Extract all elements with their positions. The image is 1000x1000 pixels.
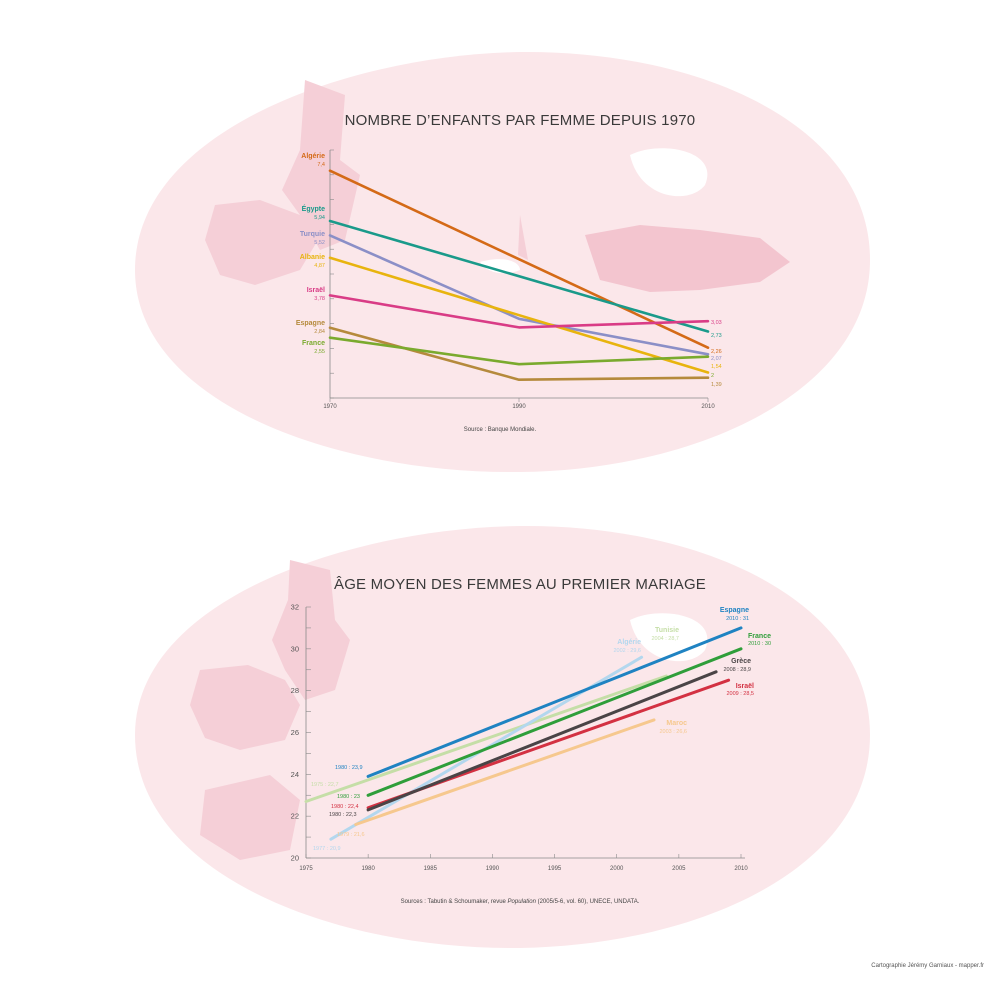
end-value-espagne: 1,39 — [711, 382, 722, 388]
start-value-egypte: 5,94 — [314, 215, 325, 221]
credit-line: Cartographie Jérémy Garniaux - mapper.fr — [871, 963, 984, 969]
y-tick-label: 26 — [291, 728, 299, 737]
start-value-tunisie: 1975 : 22,7 — [311, 782, 339, 788]
y-tick-label: 24 — [291, 770, 299, 779]
series-label-algerie: Algérie — [617, 639, 641, 646]
end-value-tunisie: 2004 : 28,7 — [651, 636, 679, 642]
source-journal: Population — [508, 899, 537, 905]
series-label-grece: Grèce — [731, 658, 751, 665]
fertility-chart: NOMBRE D’ENFANTS PAR FEMME DEPUIS 1970 19… — [296, 112, 722, 433]
series-line-maroc — [354, 718, 656, 826]
start-value-algerie: 1977 : 20,9 — [313, 846, 341, 852]
start-value-france: 1980 : 23 — [337, 794, 360, 800]
x-tick-label: 2005 — [672, 866, 686, 872]
series-line-israel — [328, 294, 710, 329]
start-value-france: 2,55 — [314, 349, 325, 355]
series-line-france — [366, 647, 743, 797]
series-label-tunisie: Tunisie — [655, 627, 679, 634]
chart-title: NOMBRE D’ENFANTS PAR FEMME DEPUIS 1970 — [345, 112, 696, 129]
source-note: Sources : Tabutin & Schoumaker, revue Po… — [401, 899, 640, 905]
series-label-turquie: Turquie — [300, 231, 325, 238]
end-value-algerie: 2,26 — [711, 349, 722, 355]
x-tick-label: 1980 — [361, 866, 375, 872]
x-tick-label: 1985 — [424, 866, 438, 872]
x-tick-label: 2000 — [610, 866, 624, 872]
end-value-espagne: 2010 : 31 — [726, 616, 749, 622]
series-line-turquie — [328, 234, 710, 356]
y-tick-label: 30 — [291, 644, 299, 653]
end-value-maroc: 2003 : 26,6 — [659, 729, 687, 735]
series-label-albanie: Albanie — [300, 254, 325, 261]
start-value-maroc: 1979 : 21,6 — [337, 832, 365, 838]
end-value-france: 2010 : 30 — [748, 641, 771, 647]
series-line-espagne — [366, 626, 743, 778]
start-value-grece: 1980 : 22,3 — [329, 812, 357, 818]
source-note: Source : Banque Mondiale. — [464, 427, 537, 433]
end-value-turquie: 2,07 — [711, 356, 722, 362]
series-label-espagne: Espagne — [296, 320, 325, 327]
end-value-israel: 2009 : 28,5 — [726, 691, 754, 697]
x-tick-label: 1970 — [323, 404, 337, 410]
x-tick-label: 1975 — [299, 866, 313, 872]
series-line-france — [328, 336, 710, 366]
start-value-algerie: 7,4 — [317, 162, 325, 168]
start-value-espagne: 1980 : 23,9 — [335, 765, 363, 771]
series-label-israel: Israël — [736, 683, 754, 690]
start-value-israel: 1980 : 22,4 — [331, 804, 359, 810]
marriage-age-chart: ÂGE MOYEN DES FEMMES AU PREMIER MARIAGE 2… — [291, 576, 771, 905]
y-tick-label: 22 — [291, 812, 299, 821]
series-line-albanie — [328, 256, 710, 374]
end-value-albanie: 1,54 — [711, 364, 722, 370]
series-label-espagne: Espagne — [720, 607, 749, 614]
series-label-egypte: Égypte — [302, 204, 325, 213]
end-value-algerie: 2002 : 29,6 — [613, 648, 641, 654]
y-tick-label: 32 — [291, 603, 299, 612]
start-value-turquie: 5,52 — [314, 240, 325, 246]
start-value-espagne: 2,84 — [314, 329, 325, 335]
x-tick-label: 1990 — [486, 866, 500, 872]
x-tick-label: 2010 — [701, 404, 715, 410]
series-label-israel: Israël — [307, 287, 325, 294]
chart-title: ÂGE MOYEN DES FEMMES AU PREMIER MARIAGE — [334, 576, 706, 593]
x-tick-label: 1995 — [548, 866, 562, 872]
series-label-france: France — [302, 340, 325, 347]
y-tick-label: 20 — [291, 854, 299, 863]
source-text-end: (2005/5-6, vol. 60), UNECE, UNDATA. — [536, 899, 640, 905]
x-tick-label: 1990 — [512, 404, 526, 410]
end-value-israel: 3,03 — [711, 320, 722, 326]
x-tick-label: 2010 — [734, 866, 748, 872]
source-text: Sources : Tabutin & Schoumaker, revue — [401, 899, 508, 905]
end-value-france: 2 — [711, 373, 714, 379]
series-line-espagne — [328, 326, 710, 381]
start-value-israel: 3,78 — [314, 296, 325, 302]
series-label-maroc: Maroc — [666, 720, 687, 727]
series-line-grece — [366, 670, 718, 812]
series-line-egypte — [328, 219, 710, 333]
start-value-albanie: 4,87 — [314, 263, 325, 269]
end-value-grece: 2008 : 28,9 — [723, 667, 751, 673]
end-value-egypte: 2,73 — [711, 333, 722, 339]
series-label-france: France — [748, 633, 771, 640]
series-line-tunisie — [304, 674, 668, 803]
y-tick-label: 28 — [291, 686, 299, 695]
series-label-algerie: Algérie — [301, 153, 325, 160]
series-line-algerie — [328, 169, 710, 349]
